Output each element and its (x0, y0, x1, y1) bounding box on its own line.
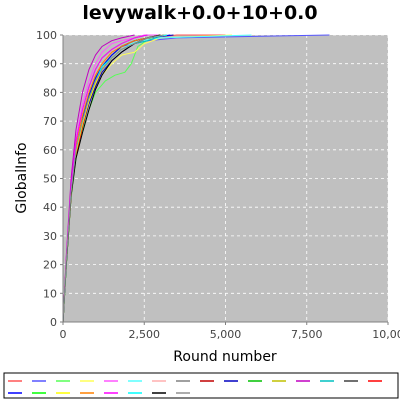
x-tick-label: 7,500 (291, 328, 323, 341)
y-tick-label: 70 (43, 115, 57, 128)
y-tick-label: 0 (50, 316, 57, 329)
y-tick-label: 30 (43, 230, 57, 243)
axis-ticks: 0 2,500 5,000 7,500 10,00 0 10 20 30 40 50 60 70 80 90… (36, 29, 400, 341)
y-tick-label: 20 (43, 259, 57, 272)
x-tick-label: 0 (60, 328, 67, 341)
chart-title: levywalk+0.0+10+0.0 (82, 2, 318, 24)
x-axis-label: Round number (173, 349, 277, 365)
y-axis-label: GlobalInfo (14, 142, 30, 213)
x-tick-label: 5,000 (210, 328, 242, 341)
grid-lines (63, 34, 389, 322)
x-tick-label: 2,500 (129, 328, 161, 341)
legend (8, 380, 382, 394)
y-tick-label: 80 (43, 86, 57, 99)
y-tick-label: 40 (43, 201, 57, 214)
y-tick-label: 100 (36, 29, 57, 42)
series-lines (62, 34, 330, 323)
series-line-24 (62, 34, 164, 323)
y-tick-label: 50 (43, 173, 57, 186)
y-tick-label: 90 (43, 58, 57, 71)
y-tick-label: 60 (43, 144, 57, 157)
x-tick-label: 10,00 (372, 328, 400, 341)
legend-box (3, 372, 399, 399)
y-tick-label: 10 (43, 287, 57, 300)
